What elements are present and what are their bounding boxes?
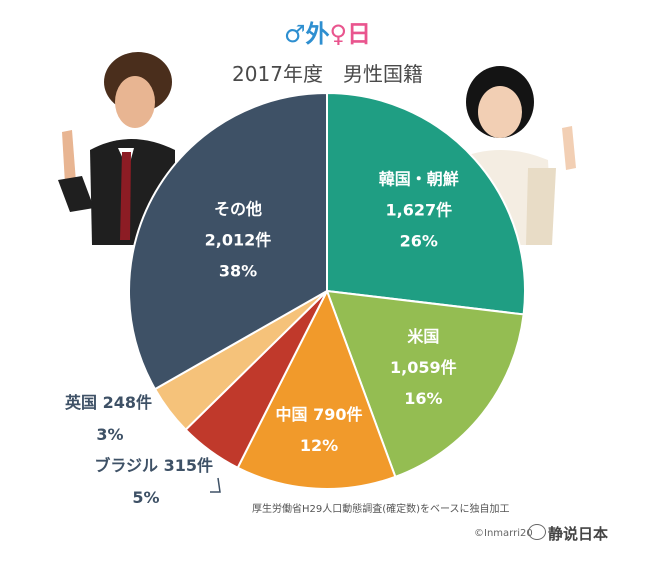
slice-label: ブラジル 315件 (94, 456, 213, 475)
slice-label: その他 (214, 199, 262, 218)
logo-word-2: 日 (347, 20, 372, 48)
slice-percent: 38% (219, 261, 257, 280)
slice-count: 1,059件 (390, 358, 457, 377)
pie-slice (236, 288, 397, 490)
pie-slice (325, 289, 525, 479)
pie-labels: 韓国・朝鮮 1,627件 26% 米国 1,059件 16% 中国 790件 12% その他 2,… (64, 169, 459, 507)
slice-label: 中国 790件 (276, 405, 363, 424)
slice-percent: 3% (96, 425, 123, 444)
female-symbol: ♀ (329, 20, 348, 48)
slice-percent: 5% (132, 488, 159, 507)
pie-slice (326, 91, 526, 316)
source-note: 厚生労働省H29人口動態調査(確定数)をベースに独自加工 (252, 504, 510, 515)
slice-label-name: 中国 (276, 405, 308, 424)
slice-label-count: 790件 (308, 405, 363, 424)
slice-percent: 26% (400, 231, 438, 250)
male-symbol: ♂ (283, 20, 306, 48)
slice-count: 2,012件 (205, 230, 272, 249)
site-logo: ♂外♀日 (0, 14, 655, 49)
slice-label-name: 英国 (64, 393, 97, 412)
slice-percent: 16% (404, 389, 442, 408)
logo-word-1: 外 (305, 20, 330, 48)
slice-percent: 12% (300, 436, 338, 455)
pie-slices (128, 91, 526, 490)
brazil-leader-line (210, 477, 221, 493)
man-illustration (58, 52, 175, 245)
slice-count: 1,627件 (385, 200, 452, 219)
pie-slice (128, 91, 328, 391)
slice-label: 米国 (407, 327, 439, 346)
slice-label-count: 315件 (158, 456, 213, 475)
watermark: 静说日本 (548, 525, 609, 543)
copyright-credit: ©Inmarri20 (474, 528, 533, 539)
wechat-icon (528, 524, 546, 540)
slice-label-count: 248件 (97, 393, 152, 412)
slice-label: 英国 248件 (64, 393, 152, 412)
chart-title: 2017年度 男性国籍 (232, 62, 423, 86)
slice-label: 韓国・朝鮮 (379, 169, 459, 188)
slice-label-name: ブラジル (94, 456, 158, 475)
